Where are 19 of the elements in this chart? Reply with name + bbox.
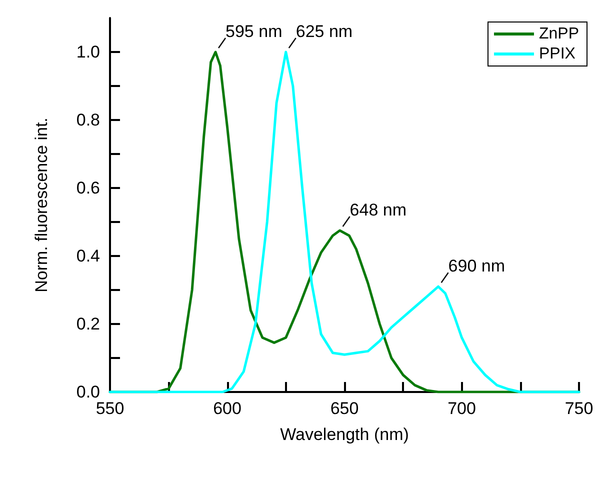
- legend-label: PPIX: [538, 46, 576, 62]
- y-tick-label: 0.2: [76, 314, 100, 334]
- annotation: 690 nm: [448, 256, 506, 276]
- x-tick-label: 750: [564, 399, 594, 418]
- y-tick-label: 0.6: [76, 178, 100, 198]
- annotation: 648 nm: [350, 200, 407, 220]
- x-tick-label: 550: [96, 399, 124, 418]
- annotation: 625 nm: [296, 22, 353, 41]
- y-tick-label: 0.4: [76, 246, 100, 266]
- y-tick-label: 0.8: [76, 110, 100, 130]
- y-tick-label: 0.0: [76, 382, 100, 402]
- annotation: 595 nm: [226, 22, 282, 41]
- y-tick-label: 1.0: [76, 42, 100, 62]
- y-axis-title: Norm. fluorescence int.: [32, 118, 51, 292]
- x-tick-label: 700: [448, 399, 476, 418]
- x-tick-label: 600: [213, 399, 242, 418]
- legend-label: ZnPP: [538, 26, 579, 42]
- x-tick-label: 650: [330, 399, 359, 418]
- x-axis-title: Wavelength (nm): [280, 425, 409, 444]
